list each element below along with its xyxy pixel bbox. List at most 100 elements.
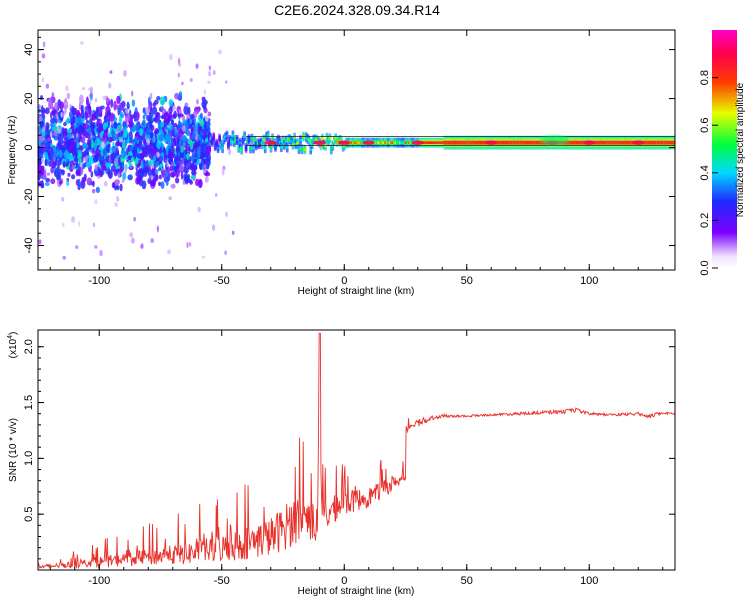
spectrogram-cell	[77, 115, 82, 126]
spectrogram-band-cell	[600, 140, 604, 145]
spectrogram-cell	[71, 216, 75, 223]
spectrogram-band-cell	[519, 140, 523, 145]
spectrogram-cell	[41, 77, 44, 82]
spectrogram-band-cell	[644, 140, 648, 145]
spectrogram-cell	[203, 89, 207, 95]
spectrogram-band-cell	[382, 141, 386, 145]
spectrogram-band-cell	[235, 138, 239, 142]
spectrogram-cell	[80, 136, 86, 144]
spectrogram-cell	[89, 86, 93, 93]
spectrogram-band-cell	[274, 145, 277, 149]
spectrogram-cell	[150, 238, 155, 244]
spectrogram-cell	[163, 112, 169, 118]
spectrogram-cell	[83, 162, 87, 168]
spectrogram-cell	[177, 150, 181, 158]
spectrogram-band-cell	[579, 140, 583, 145]
spectrogram-cell	[64, 108, 67, 114]
spectrogram-peak	[362, 140, 375, 145]
spectrogram-y-label: Frequency (Hz)	[7, 116, 18, 185]
spectrogram-cell	[79, 94, 84, 105]
spectrogram-band-cell	[283, 143, 286, 147]
spectrogram-cell	[204, 175, 209, 183]
spectrogram-band-cell	[230, 139, 233, 143]
spectrogram-cell	[79, 162, 83, 168]
spectrogram-cell	[127, 151, 133, 157]
spectrogram-panel: -100 -50 0 50 100 -40 -20 0 20 40 Height of stra…	[7, 29, 676, 297]
spectrogram-cell	[161, 105, 164, 110]
spectrogram-band-cell	[447, 140, 451, 145]
spectrogram-band-cell	[253, 139, 257, 143]
spectrogram-cell	[179, 150, 184, 159]
spectrogram-band-cell	[434, 141, 438, 145]
spectrogram-cell	[116, 95, 121, 105]
spectrogram-band-cell	[512, 140, 515, 145]
spectrogram-band-cell	[210, 140, 214, 144]
spectrogram-band-cell	[288, 138, 292, 141]
spectrogram-band-cell	[581, 140, 585, 145]
spectrogram-cell	[186, 152, 190, 160]
spectrogram-band-cell	[537, 140, 540, 145]
spectrogram-band-cell	[360, 141, 364, 145]
spectrogram-band-cell	[518, 140, 521, 145]
spectrogram-band-cell	[227, 143, 230, 147]
spectrogram-cell	[101, 141, 105, 149]
spectrogram-cell	[94, 97, 97, 103]
spectrogram-band-cell	[338, 138, 342, 142]
spectrogram-cell	[191, 170, 197, 176]
spectrogram-cell	[141, 180, 147, 190]
spectrogram-band-cell	[440, 141, 443, 145]
spectrogram-band-cell	[388, 141, 392, 145]
spectrogram-cell	[180, 170, 184, 180]
spectrogram-cell	[204, 172, 211, 177]
spectrogram-band-cell	[221, 146, 224, 150]
spectrogram-cell	[184, 175, 189, 185]
spectrogram-frame	[37, 29, 676, 271]
spectrogram-cell	[165, 116, 171, 124]
spectrogram-cell	[41, 53, 46, 59]
spectrogram-cell	[116, 127, 120, 134]
x-tick-label: -50	[214, 575, 230, 587]
spectrogram-band-cell	[381, 141, 385, 145]
spectrogram-cell	[106, 146, 110, 154]
spectrogram-peak	[411, 140, 424, 145]
spectrogram-cell	[177, 72, 180, 78]
spectrogram-band-cell	[596, 140, 599, 145]
spectrogram-band-cell	[234, 138, 238, 142]
spectrogram-band-cell	[394, 141, 398, 145]
spectrogram-band-cell	[208, 135, 211, 139]
spectrogram-cell	[156, 225, 159, 233]
spectrogram-cell	[185, 102, 189, 107]
spectrogram-band-cell	[469, 140, 473, 145]
spectrogram-band-cell	[525, 140, 529, 145]
spectrogram-cell	[107, 132, 111, 138]
snr-y-ticks: 0.5 1.0 1.5 2.0	[23, 339, 675, 560]
spectrogram-cell	[218, 49, 222, 55]
spectrogram-band-cell	[625, 140, 629, 145]
spectrogram-cell	[96, 118, 101, 125]
spectrogram-band-cell	[468, 140, 471, 145]
spectrogram-band-cell	[506, 140, 510, 145]
spectrogram-cell	[120, 148, 126, 159]
spectrogram-cell	[152, 141, 157, 150]
spectrogram-cell	[103, 132, 107, 137]
spectrogram-cell	[58, 102, 62, 108]
spectrogram-cell	[119, 138, 124, 143]
spectrogram-band-cell	[662, 140, 665, 145]
spectrogram-band-cell	[575, 140, 579, 145]
spectrogram-band-cell	[212, 135, 216, 139]
spectrogram-cell	[52, 156, 56, 163]
spectrogram-cell	[127, 123, 133, 128]
spectrogram-band-cell	[277, 138, 280, 141]
snr-y-label: SNR (10 * v/v)	[8, 418, 19, 482]
spectrogram-cell	[44, 158, 48, 167]
spectrogram-band-cell	[313, 138, 317, 141]
spectrogram-cell	[40, 148, 44, 156]
spectrogram-band-cell	[665, 140, 668, 145]
spectrogram-cell	[196, 148, 201, 159]
spectrogram-band-cell	[233, 140, 236, 144]
spectrogram-band-cell	[287, 137, 291, 141]
spectrogram-band-cell	[380, 141, 383, 145]
spectrogram-cell	[100, 105, 105, 110]
spectrogram-cell	[60, 170, 65, 176]
spectrogram-cell	[149, 114, 152, 124]
